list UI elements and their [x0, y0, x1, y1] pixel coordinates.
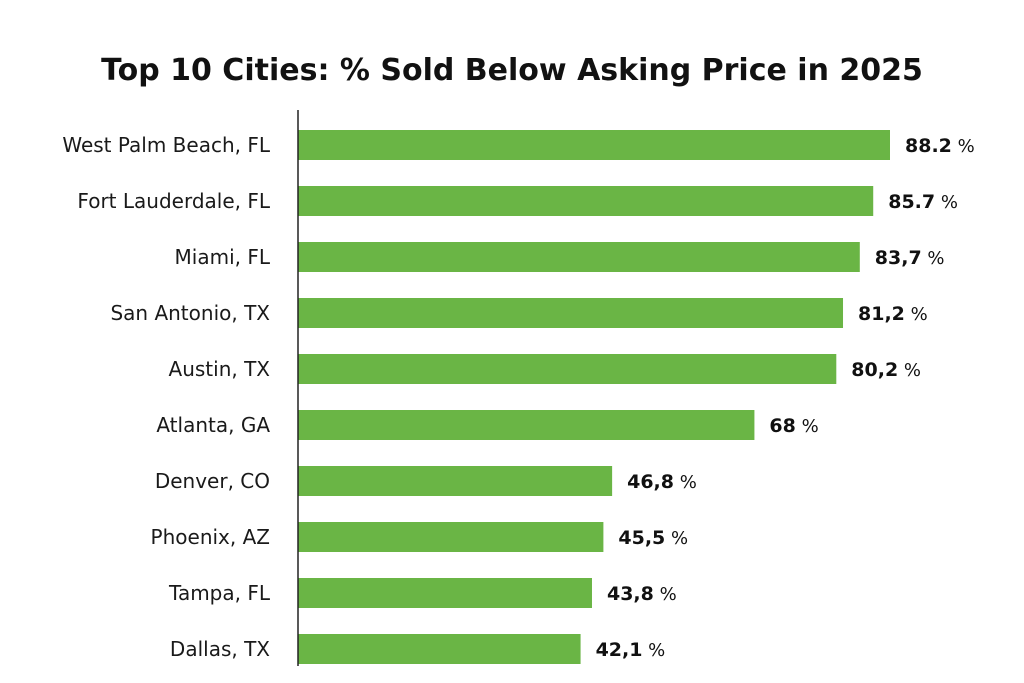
- category-label-dallas-tx: Dallas, TX: [170, 637, 270, 661]
- bar-phoenix-az: [298, 522, 604, 552]
- value-label-san-antonio-tx: 81,2 %: [858, 303, 928, 325]
- value-label-dallas-tx: 42,1 %: [596, 639, 666, 661]
- bar-fort-lauderdale-fl: [298, 186, 874, 216]
- category-labels: West Palm Beach, FL Fort Lauderdale, FL Mi…: [62, 133, 271, 661]
- value-label-phoenix-az: 45,5 %: [618, 527, 688, 549]
- bar-tampa-fl: [298, 578, 592, 608]
- chart-title: Top 10 Cities: % Sold Below Asking Price…: [101, 53, 923, 88]
- bar-miami-fl: [298, 242, 860, 272]
- value-label-tampa-fl: 43,8 %: [607, 583, 677, 605]
- category-label-denver-co: Denver, CO: [155, 469, 270, 493]
- bar-dallas-tx: [298, 634, 581, 664]
- bar-austin-tx: [298, 354, 837, 384]
- category-label-san-antonio-tx: San Antonio, TX: [110, 301, 270, 325]
- category-label-atlanta-ga: Atlanta, GA: [156, 413, 270, 437]
- bar-denver-co: [298, 466, 613, 496]
- value-label-west-palm-beach-fl: 88.2 %: [905, 135, 975, 157]
- value-label-miami-fl: 83,7 %: [875, 247, 945, 269]
- category-label-austin-tx: Austin, TX: [169, 357, 271, 381]
- value-label-austin-tx: 80,2 %: [851, 359, 921, 381]
- value-label-denver-co: 46,8 %: [627, 471, 697, 493]
- bar-san-antonio-tx: [298, 298, 844, 328]
- value-label-fort-lauderdale-fl: 85.7 %: [888, 191, 958, 213]
- category-label-west-palm-beach-fl: West Palm Beach, FL: [62, 133, 271, 157]
- bars-group: [298, 130, 890, 664]
- bar-west-palm-beach-fl: [298, 130, 890, 160]
- value-labels: 88.2 % 85.7 % 83,7 % 81,2 % 80,2 % 68 % 46,8 %…: [596, 135, 975, 661]
- category-label-tampa-fl: Tampa, FL: [168, 581, 271, 605]
- bar-atlanta-ga: [298, 410, 755, 440]
- category-label-phoenix-az: Phoenix, AZ: [151, 525, 270, 549]
- value-label-atlanta-ga: 68 %: [769, 415, 818, 437]
- category-label-miami-fl: Miami, FL: [175, 245, 271, 269]
- category-label-fort-lauderdale-fl: Fort Lauderdale, FL: [77, 189, 270, 213]
